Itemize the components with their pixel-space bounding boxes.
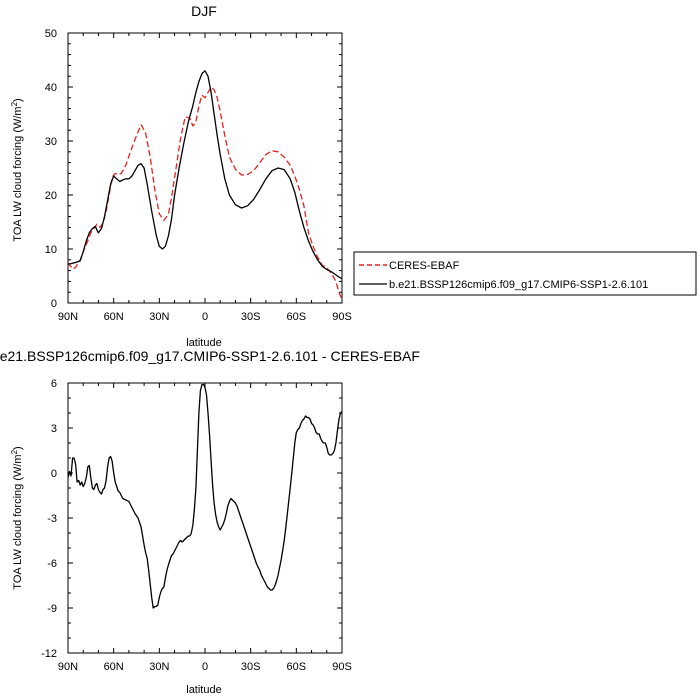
top-x-tick-label: 30N: [149, 311, 169, 323]
bottom-x-tick-label: 90S: [332, 661, 352, 673]
top-x-tick-label: 0: [202, 311, 208, 323]
top-x-tick-label: 60S: [287, 311, 307, 323]
bottom-y-tick-label: -6: [47, 558, 57, 570]
bottom-x-tick-label: 90N: [58, 661, 78, 673]
legend-label-model: b.e21.BSSP126cmip6.f09_g17.CMIP6-SSP1-2.…: [389, 279, 648, 291]
bottom-y-tick-label: -9: [47, 603, 57, 615]
top-series-ceres-ebaf: [68, 86, 342, 301]
top-series-model: [68, 70, 342, 280]
top-x-axis-label: latitude: [186, 337, 221, 349]
bottom-x-tick-label: 30N: [149, 661, 169, 673]
top-panel: DJF 90N 60N 30N 0 30S 60S 90S 0 10 20 30 40 50 TOA L…: [10, 3, 697, 349]
top-x-tick-label: 90S: [332, 311, 352, 323]
bottom-x-axis-label: latitude: [186, 684, 221, 696]
bottom-y-tick-label: 3: [51, 423, 57, 435]
legend-label-ceres: CERES-EBAF: [389, 260, 460, 272]
top-plot-area: 90N 60N 30N 0 30S 60S 90S 0 10 20 30 40 50: [45, 28, 352, 323]
top-y-tick-label: 0: [51, 298, 57, 310]
legend: CERES-EBAF b.e21.BSSP126cmip6.f09_g17.CM…: [353, 251, 697, 296]
top-x-tick-label: 90N: [58, 311, 78, 323]
top-y-tick-label: 10: [45, 244, 57, 256]
bottom-y-tick-label: 0: [51, 468, 57, 480]
top-x-tick-label: 30S: [241, 311, 261, 323]
bottom-panel-title: b.e21.BSSP126cmip6.f09_g17.CMIP6-SSP1-2.…: [0, 348, 420, 364]
bottom-x-tick-label: 30S: [241, 661, 261, 673]
top-y-tick-label: 40: [45, 82, 57, 94]
top-panel-title: DJF: [191, 3, 217, 19]
top-y-tick-label: 50: [45, 28, 57, 40]
top-y-tick-label: 30: [45, 136, 57, 148]
bottom-y-tick-label: 6: [51, 378, 57, 390]
bottom-x-tick-label: 60N: [104, 661, 124, 673]
bottom-x-tick-label: 0: [202, 661, 208, 673]
bottom-y-tick-label: -3: [47, 513, 57, 525]
top-plot-frame: [67, 32, 343, 304]
bottom-plot-area: 90N 60N 30N 0 30S 60S 90S -12 -9 -6 -3 0 3 6: [41, 378, 352, 673]
bottom-y-axis-label: TOA LW cloud forcing (W/m2): [10, 446, 24, 589]
top-x-tick-label: 60N: [104, 311, 124, 323]
top-y-tick-label: 20: [45, 190, 57, 202]
bottom-y-tick-label: -12: [41, 648, 57, 660]
bottom-series-model: [68, 383, 342, 609]
bottom-x-tick-label: 60S: [287, 661, 307, 673]
legend-box: [353, 251, 697, 296]
top-y-axis-label: TOA LW cloud forcing (W/m2): [10, 98, 24, 241]
bottom-panel: b.e21.BSSP126cmip6.f09_g17.CMIP6-SSP1-2.…: [0, 348, 420, 696]
